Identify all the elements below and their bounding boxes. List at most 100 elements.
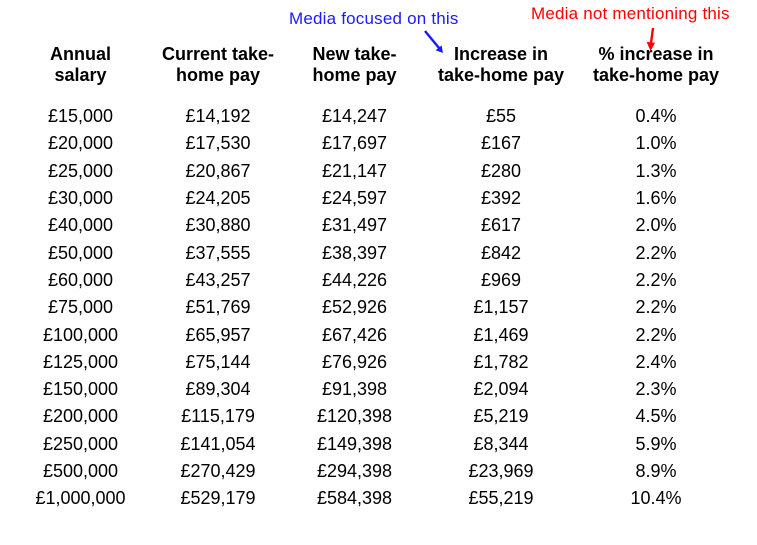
table-cell: £8,344 — [473, 433, 529, 454]
table-cell: 4.5% — [635, 406, 677, 427]
table-cell: £37,555 — [185, 242, 251, 263]
table-cell: £24,597 — [321, 188, 388, 209]
table-cell: £500,000 — [42, 461, 119, 481]
table-row: £100,000 £65,957 £67,426 £1,469 2.2% — [8, 321, 736, 348]
annotation-media-focused: Media focused on this — [289, 9, 459, 28]
table-cell: £51,769 — [185, 297, 251, 318]
table-cell: £280 — [480, 160, 522, 181]
table-row: £60,000 £43,257 £44,226 £969 2.2% — [8, 267, 736, 294]
table-cell: 2.3% — [635, 379, 677, 400]
table-cell: £15,000 — [47, 106, 114, 127]
table-row: £15,000 £14,192 £14,247 £55 0.4% — [8, 103, 736, 130]
table-cell: £31,497 — [321, 215, 388, 236]
column-header-annual-salary: Annual salary — [8, 44, 153, 103]
table-cell: £149,398 — [316, 433, 393, 454]
table-row: £30,000 £24,205 £24,597 £392 1.6% — [8, 185, 736, 212]
table-cell: £125,000 — [42, 351, 119, 372]
table-cell: £21,147 — [321, 160, 388, 181]
header-line: Annual — [50, 44, 111, 64]
table-cell: £50,000 — [47, 242, 114, 263]
column-header-current-take-home-pay: Current take- home pay — [153, 44, 283, 103]
table-cell: £24,205 — [185, 188, 251, 209]
header-line: take-home pay — [592, 65, 720, 85]
header-line: salary — [54, 65, 107, 85]
table-cell: 2.2% — [635, 324, 677, 345]
table-cell: £14,192 — [185, 106, 251, 127]
table-cell: £5,219 — [473, 406, 529, 427]
table-row: £20,000 £17,530 £17,697 £167 1.0% — [8, 130, 736, 157]
table-row: £500,000 £270,429 £294,398 £23,969 8.9% — [8, 458, 736, 485]
table-cell: 2.2% — [635, 297, 677, 318]
table-cell: £842 — [480, 242, 522, 263]
table-header-row: Annual salary Current take- home pay New… — [8, 44, 736, 103]
table-row: £125,000 £75,144 £76,926 £1,782 2.4% — [8, 349, 736, 376]
table-cell: 2.0% — [635, 215, 677, 236]
table-row: £50,000 £37,555 £38,397 £842 2.2% — [8, 239, 736, 266]
table-row: £25,000 £20,867 £21,147 £280 1.3% — [8, 158, 736, 185]
table-cell: £200,000 — [42, 406, 119, 427]
table-cell: £167 — [480, 133, 522, 154]
take-home-pay-table: Annual salary Current take- home pay New… — [8, 44, 736, 512]
table-cell: £43,257 — [185, 269, 251, 290]
table-cell: £1,469 — [473, 324, 529, 345]
table-cell: £25,000 — [47, 160, 114, 181]
header-line: take-home pay — [437, 65, 565, 85]
table-cell: £1,157 — [473, 297, 529, 318]
header-line: home pay — [175, 65, 261, 85]
table-cell: £55 — [485, 106, 517, 127]
table-row: £200,000 £115,179 £120,398 £5,219 4.5% — [8, 403, 736, 430]
table-cell: 1.0% — [635, 133, 677, 154]
table-cell: 2.2% — [635, 269, 677, 290]
annotation-media-not-mentioning: Media not mentioning this — [531, 4, 730, 23]
table-cell: £40,000 — [47, 215, 114, 236]
table-cell: 1.3% — [635, 160, 677, 181]
table-cell: £529,179 — [180, 488, 256, 509]
table-cell: £14,247 — [321, 106, 388, 127]
table-cell: £55,219 — [468, 488, 534, 509]
table-cell: £270,429 — [180, 461, 256, 481]
table-cell: £150,000 — [42, 379, 119, 400]
table-cell: £969 — [480, 269, 522, 290]
table-cell: £584,398 — [316, 488, 393, 509]
table-cell: £75,000 — [47, 297, 114, 318]
table-cell: 2.4% — [635, 351, 677, 372]
table-cell: £120,398 — [316, 406, 393, 427]
table-cell: £17,697 — [321, 133, 388, 154]
table-cell: £1,782 — [473, 351, 529, 372]
table-row: £1,000,000 £529,179 £584,398 £55,219 10.4% — [8, 485, 736, 512]
table-cell: £1,000,000 — [35, 488, 126, 509]
table-cell: 10.4% — [630, 488, 682, 509]
header-line: Current take- — [161, 44, 275, 64]
table-cell: 2.2% — [635, 242, 677, 263]
table-cell: 8.9% — [635, 461, 677, 481]
table-cell: £67,426 — [321, 324, 388, 345]
column-header-new-take-home-pay: New take- home pay — [283, 44, 426, 103]
column-header-increase-in-take-home-pay: Increase in take-home pay — [426, 44, 576, 103]
arrow-down-icon — [646, 27, 655, 51]
table-cell: 0.4% — [635, 106, 677, 127]
column-header-percent-increase-in-take-home-pay: % increase in take-home pay — [576, 44, 736, 103]
table-cell: £20,000 — [47, 133, 114, 154]
table-cell: £38,397 — [321, 242, 388, 263]
table-row: £40,000 £30,880 £31,497 £617 2.0% — [8, 212, 736, 239]
table-row: £75,000 £51,769 £52,926 £1,157 2.2% — [8, 294, 736, 321]
table-cell: 1.6% — [635, 188, 677, 209]
table-cell: £250,000 — [42, 433, 119, 454]
table-cell: £65,957 — [185, 324, 251, 345]
table-cell: £141,054 — [180, 433, 256, 454]
table-cell: £44,226 — [321, 269, 388, 290]
table-row: £250,000 £141,054 £149,398 £8,344 5.9% — [8, 431, 736, 458]
table-cell: £17,530 — [185, 133, 251, 154]
table-cell: £30,000 — [47, 188, 114, 209]
table-cell: £2,094 — [473, 379, 529, 400]
table-cell: £23,969 — [468, 461, 534, 481]
header-line: home pay — [312, 65, 397, 85]
table-cell: £91,398 — [321, 379, 388, 400]
header-line: Increase in — [453, 44, 549, 64]
arrow-down-right-icon — [424, 30, 443, 53]
table-row: £150,000 £89,304 £91,398 £2,094 2.3% — [8, 376, 736, 403]
table-cell: £617 — [480, 215, 522, 236]
table-cell: £52,926 — [321, 297, 388, 318]
table-cell: £75,144 — [185, 351, 251, 372]
header-line: New take- — [312, 44, 397, 64]
